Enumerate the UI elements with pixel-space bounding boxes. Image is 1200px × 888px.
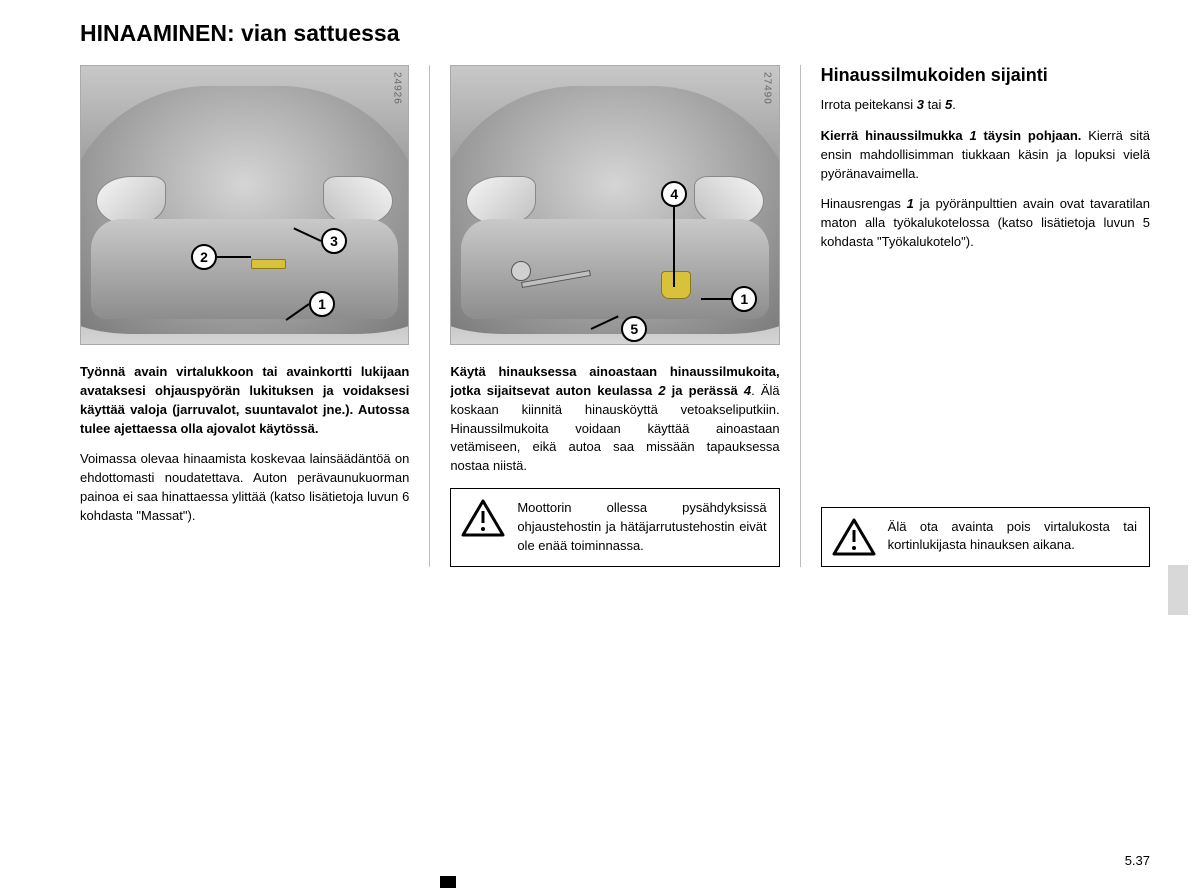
col3-p1: Irrota peitekansi 3 tai 5. [821, 96, 1150, 115]
page-number: 5.37 [1125, 853, 1150, 868]
col3-p3: Hinausrengas 1 ja pyöränpulttien avain o… [821, 195, 1150, 252]
column-divider [800, 65, 801, 567]
figure-front-right: 27490 4 1 5 [450, 65, 779, 345]
warning-text: Älä ota avainta pois virtalukosta tai ko… [888, 518, 1137, 556]
col3-heading: Hinaussilmukoiden sijainti [821, 65, 1150, 86]
columns-container: 24926 2 3 1 Työnnä avain [80, 65, 1150, 567]
figure-front-left: 24926 2 3 1 [80, 65, 409, 345]
image-code: 27490 [762, 72, 773, 105]
column-2: 27490 4 1 5 [450, 65, 779, 567]
warning-icon [832, 518, 876, 556]
manual-page: HINAAMINEN: vian sattuessa 24926 2 3 [0, 0, 1200, 607]
warning-box-2: Älä ota avainta pois virtalukosta tai ko… [821, 507, 1150, 567]
col2-para: Käytä hinauksessa ainoastaan hinaussilmu… [450, 363, 779, 476]
column-3: Hinaussilmukoiden sijainti Irrota peitek… [821, 65, 1150, 567]
image-code: 24926 [391, 72, 402, 105]
side-tab [1168, 565, 1188, 615]
col1-bold-para: Työnnä avain virtalukkoon tai avainkortt… [80, 363, 409, 438]
warning-icon [461, 499, 505, 537]
page-title: HINAAMINEN: vian sattuessa [80, 20, 1150, 47]
warning-text: Moottorin ollessa pysähdyksissä ohjauste… [517, 499, 766, 556]
col3-p2: Kierrä hinaussilmukka 1 täysin pohjaan. … [821, 127, 1150, 184]
column-divider [429, 65, 430, 567]
column-1: 24926 2 3 1 Työnnä avain [80, 65, 409, 567]
warning-box-1: Moottorin ollessa pysähdyksissä ohjauste… [450, 488, 779, 567]
col1-para: Voimassa olevaa hinaamista koskevaa lain… [80, 450, 409, 525]
print-mark [440, 876, 456, 888]
